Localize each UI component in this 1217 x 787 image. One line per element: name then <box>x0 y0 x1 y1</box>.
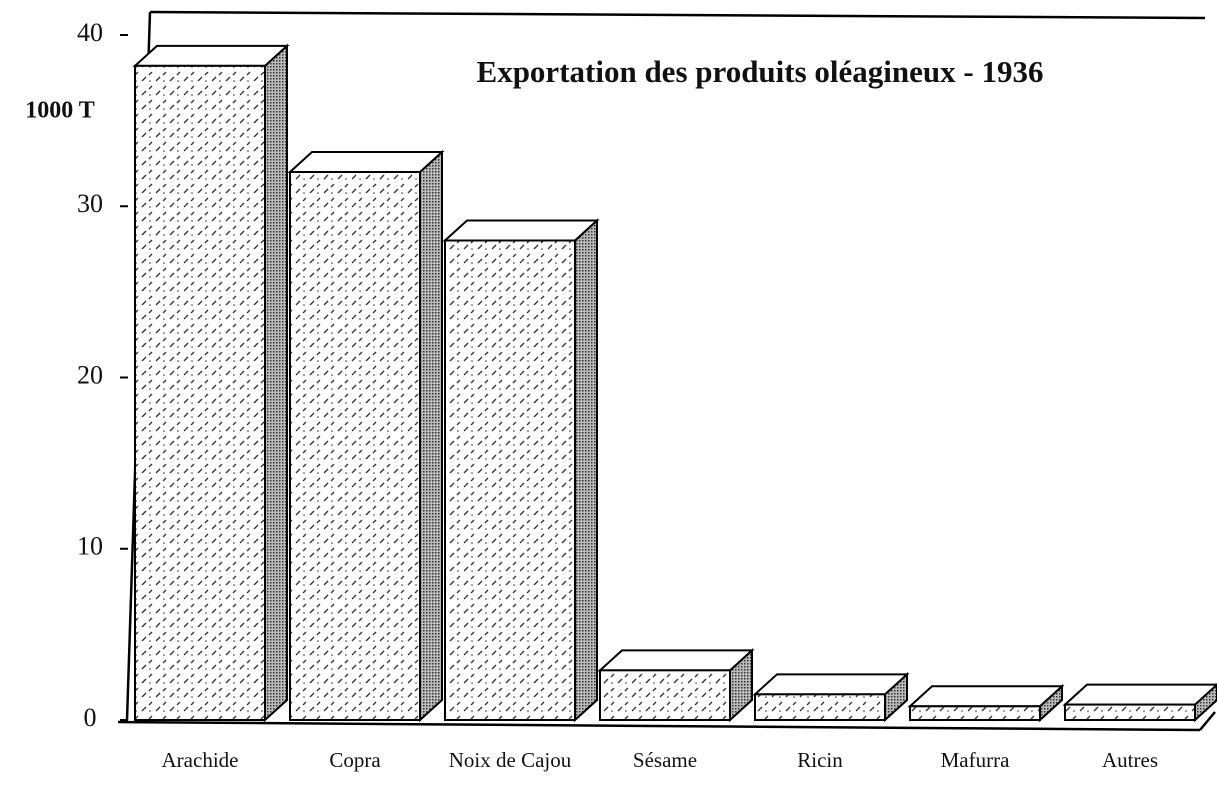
bar-side <box>419 149 443 723</box>
bar-top <box>442 219 600 242</box>
bar <box>444 239 576 721</box>
bar-side <box>264 43 288 723</box>
x-tick-label: Mafurra <box>941 748 1010 772</box>
x-tick-label: Autres <box>1102 748 1158 772</box>
x-tick-label: Sésame <box>633 748 697 772</box>
y-tick-label: 0 <box>84 703 97 732</box>
y-tick-label: 40 <box>77 18 103 47</box>
chart-title: Exportation des produits oléagineux - 19… <box>477 54 1044 89</box>
x-tick-label: Ricin <box>797 748 843 772</box>
y-tick-label: 10 <box>77 532 103 561</box>
y-axis-label: 1000 T <box>25 98 95 124</box>
bar-top <box>752 673 910 696</box>
bar-top <box>132 44 290 67</box>
x-tick-label: Noix de Cajou <box>449 748 572 772</box>
x-tick-label: Copra <box>329 748 381 772</box>
x-tick-label: Arachide <box>162 748 239 772</box>
bar <box>289 171 421 721</box>
y-tick-label: 30 <box>77 189 103 218</box>
bar <box>134 64 266 721</box>
bar <box>599 669 731 722</box>
bar-top <box>287 151 445 173</box>
y-tick-label: 20 <box>77 360 103 389</box>
bar-top <box>907 685 1065 708</box>
bar-top <box>1062 683 1217 706</box>
bar-top <box>597 649 755 672</box>
bar-side <box>574 218 598 723</box>
bar <box>909 705 1041 721</box>
bar <box>754 693 886 721</box>
bar <box>1064 703 1196 722</box>
